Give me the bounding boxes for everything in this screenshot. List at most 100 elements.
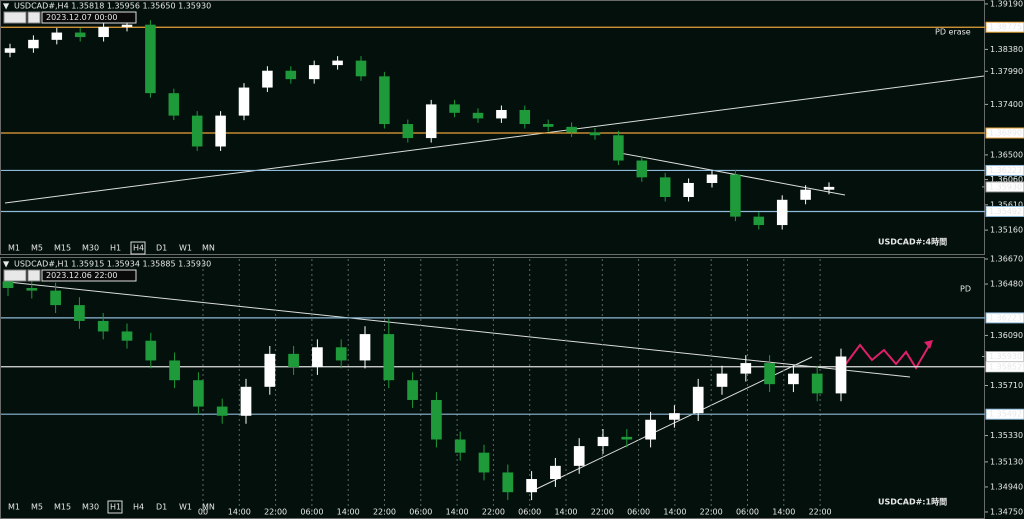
candle-body	[191, 115, 203, 147]
y-tick-label: 1.34940	[990, 482, 1023, 491]
y-tick-label: 1.37990	[990, 67, 1023, 76]
candle-body	[621, 436, 633, 440]
x-tick-label: 14:00	[446, 508, 469, 517]
y-tick-label: 1.36500	[990, 150, 1023, 159]
price-label: 1.36223	[989, 313, 1022, 322]
x-tick-label: 22:00	[264, 508, 287, 517]
candle-body	[50, 290, 61, 306]
candle-body	[145, 24, 156, 94]
timeframe-button[interactable]: M15	[54, 244, 71, 253]
timeframe-button[interactable]: H1	[110, 244, 121, 253]
candle-body	[636, 160, 648, 178]
x-tick-label: 06:00	[518, 508, 541, 517]
chart-annotation: USDCAD#:4時間	[878, 237, 947, 247]
candle-body	[98, 26, 109, 38]
y-tick-label: 1.35610	[990, 200, 1023, 209]
price-label-box	[985, 21, 1024, 33]
toolbar-button[interactable]	[27, 11, 41, 24]
candle-body	[379, 76, 390, 125]
chart-title: USDCAD#,H1 1.35915 1.35934 1.35885 1.359…	[14, 260, 211, 269]
toolbar-label[interactable]: CR1	[7, 13, 23, 22]
candle-body	[526, 479, 537, 493]
candle-body	[454, 439, 466, 453]
candle-body	[800, 189, 811, 200]
candle-body	[238, 87, 250, 116]
candle-body	[496, 110, 507, 119]
candle-body	[502, 472, 514, 493]
timeframe-button[interactable]: M5	[31, 244, 43, 253]
toolbar-button[interactable]	[3, 11, 27, 24]
toolbar-label[interactable]: CR1	[7, 271, 23, 280]
candle-body	[359, 334, 371, 361]
collapse-icon: ▼	[3, 2, 10, 11]
candle-body	[740, 363, 752, 374]
timeframe-button[interactable]: M30	[82, 503, 99, 512]
timeframe-button[interactable]: M30	[82, 244, 99, 253]
price-label: 1.35930	[989, 352, 1022, 361]
y-tick-label: 1.35160	[990, 226, 1023, 235]
candle-body	[573, 446, 585, 466]
candle-body	[335, 347, 347, 361]
candle-body	[835, 356, 847, 394]
candle-body	[669, 413, 680, 420]
timeframe-button[interactable]: M1	[8, 503, 20, 512]
candle-body	[519, 110, 531, 125]
y-tick-label: 1.38380	[990, 45, 1023, 54]
timeframe-button[interactable]: H4	[133, 503, 144, 512]
timestamp-box	[41, 269, 137, 282]
price-label-box	[985, 205, 1024, 217]
timeframe-button[interactable]: H4	[133, 244, 144, 253]
y-tick-label: 1.36480	[990, 280, 1023, 289]
candle-body	[706, 174, 718, 183]
candle-body	[566, 126, 577, 133]
timeframe-button[interactable]: H1	[110, 503, 121, 512]
candle-body	[753, 216, 765, 226]
candle-body	[589, 132, 601, 136]
price-label-box	[985, 127, 1024, 139]
candle-body	[692, 386, 704, 414]
timeframe-button[interactable]: MN	[202, 503, 215, 512]
timeframe-button[interactable]: M1	[8, 244, 20, 253]
price-label: 1.35492	[989, 207, 1022, 216]
candle-body	[550, 465, 561, 480]
toolbar-button[interactable]	[27, 269, 41, 282]
toolbar-label[interactable]: R	[31, 271, 37, 280]
candle-body	[121, 24, 133, 27]
timeframe-button[interactable]: MN	[202, 244, 215, 253]
candle-body	[716, 373, 728, 387]
candle-body	[332, 60, 343, 66]
timeframe-button[interactable]: W1	[179, 244, 192, 253]
candle-body	[730, 174, 741, 217]
price-label: 1.35930	[989, 182, 1022, 191]
toolbar-button[interactable]	[3, 269, 27, 282]
timeframe-button[interactable]: D1	[156, 503, 167, 512]
x-tick-label: 06:00	[627, 508, 650, 517]
timeframe-button[interactable]: M5	[31, 503, 43, 512]
candle-body	[288, 353, 299, 368]
candle-body	[788, 373, 799, 385]
price-label: 1.36223	[989, 166, 1022, 175]
y-tick-label: 1.34750	[990, 507, 1023, 516]
candle-body	[264, 353, 276, 387]
y-tick-label: 1.36060	[990, 175, 1023, 184]
price-label-box	[985, 164, 1024, 176]
x-tick-label: 00	[198, 508, 208, 517]
x-tick-label: 22:00	[482, 508, 505, 517]
y-tick-label: 1.35130	[990, 457, 1023, 466]
candle-body	[764, 363, 775, 385]
price-label: 1.36890	[989, 129, 1022, 138]
timeframe-button[interactable]: M15	[54, 503, 71, 512]
candle-body	[74, 32, 86, 38]
candle-body	[121, 331, 133, 341]
timeframe-button[interactable]: D1	[156, 244, 167, 253]
timeframe-button[interactable]: W1	[179, 503, 192, 512]
panel-frame	[0, 0, 985, 255]
candle-body	[312, 347, 323, 368]
timestamp: 2023.12.07 00:00	[46, 13, 117, 22]
candle-body	[811, 373, 823, 394]
x-tick-label: 14:00	[663, 508, 686, 517]
toolbar-label[interactable]: R	[31, 13, 37, 22]
candle-body	[776, 199, 788, 226]
y-tick-label: 1.35710	[990, 381, 1023, 390]
